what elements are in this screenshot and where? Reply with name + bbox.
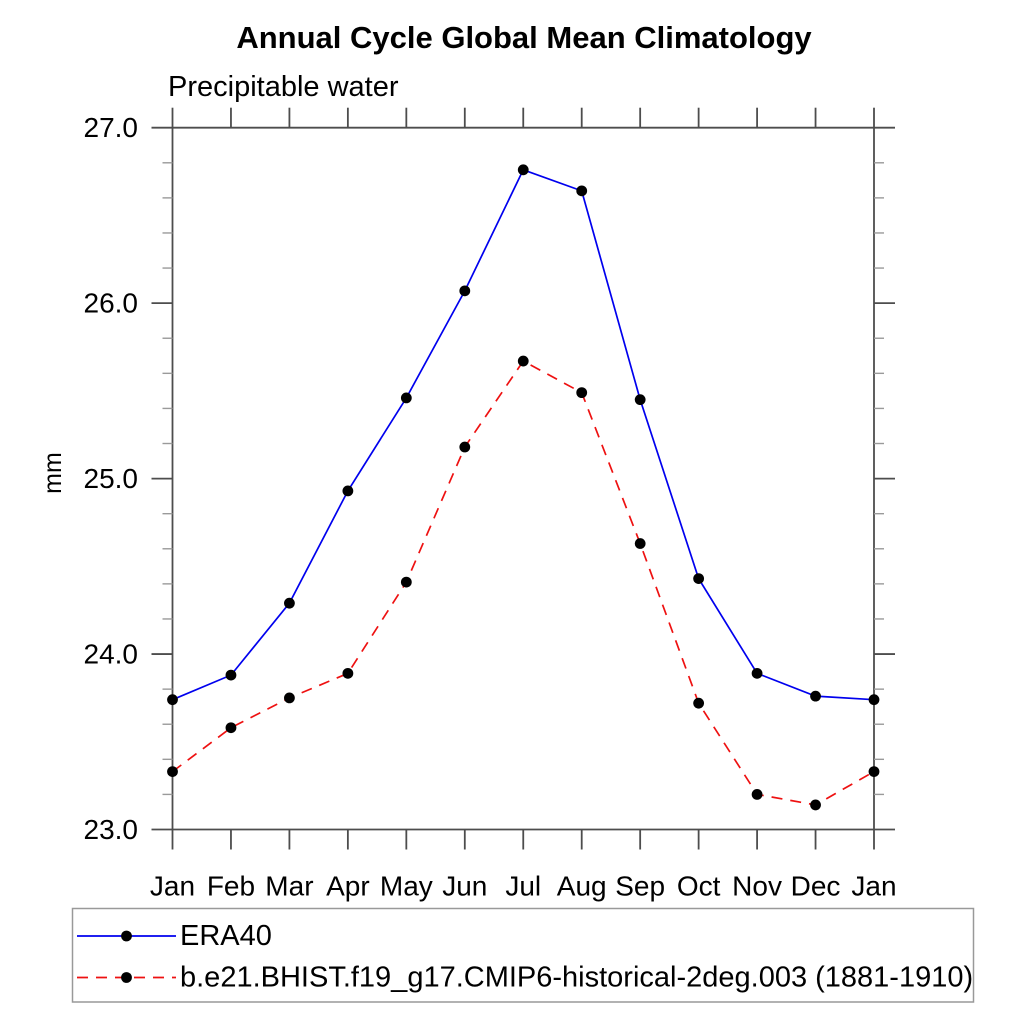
legend-box xyxy=(71,907,975,1003)
x-tick-label: Jun xyxy=(442,871,487,902)
legend-marker-icon xyxy=(121,930,132,942)
x-tick-label: Jan xyxy=(851,871,896,902)
x-tick-label: Aug xyxy=(557,871,607,902)
data-point-marker xyxy=(576,387,588,399)
data-point-marker xyxy=(693,573,705,585)
x-tick-label: Nov xyxy=(732,871,782,902)
x-tick-label: Jul xyxy=(505,871,541,902)
x-tick-label: Mar xyxy=(265,871,313,902)
y-axis-label: mm xyxy=(39,452,67,494)
x-tick-label: Feb xyxy=(207,871,255,902)
data-point-marker xyxy=(868,766,880,778)
y-tick-label: 27.0 xyxy=(84,112,139,143)
data-point-marker xyxy=(167,694,178,706)
x-tick-label: May xyxy=(380,871,433,902)
data-point-marker xyxy=(342,485,354,497)
data-point-marker xyxy=(517,355,529,367)
series-line-1 xyxy=(171,359,875,806)
y-tick-label: 25.0 xyxy=(84,463,139,494)
data-point-marker xyxy=(225,722,237,734)
data-point-marker xyxy=(400,392,412,404)
x-tick-label: Jan xyxy=(150,871,195,902)
data-point-marker xyxy=(342,667,354,679)
data-point-marker xyxy=(751,667,763,679)
y-tick-label: 24.0 xyxy=(84,639,139,670)
x-tick-label: Dec xyxy=(791,871,841,902)
data-point-marker xyxy=(751,789,763,800)
legend-label: ERA40 xyxy=(180,920,272,952)
data-point-marker xyxy=(167,766,178,778)
chart-title: Annual Cycle Global Mean Climatology xyxy=(236,20,812,55)
y-tick-label: 23.0 xyxy=(84,814,139,845)
data-point-marker xyxy=(576,185,588,197)
x-tick-label: Sep xyxy=(615,871,665,902)
data-point-marker xyxy=(225,669,237,681)
series-line-0 xyxy=(172,168,875,701)
data-point-marker xyxy=(459,285,471,297)
data-point-marker xyxy=(810,690,821,702)
data-point-marker xyxy=(810,799,821,811)
data-point-marker xyxy=(284,597,295,609)
data-point-marker xyxy=(459,441,471,453)
data-point-marker xyxy=(634,394,646,406)
x-tick-label: Oct xyxy=(677,871,721,902)
data-point-marker xyxy=(693,697,705,709)
data-point-marker xyxy=(868,694,880,706)
data-point-marker xyxy=(517,164,529,176)
data-point-marker xyxy=(400,576,412,588)
legend-marker-icon xyxy=(121,972,132,983)
data-point-marker xyxy=(284,692,295,704)
data-point-marker xyxy=(634,538,646,549)
chart-subtitle: Precipitable water xyxy=(168,71,399,103)
x-tick-label: Apr xyxy=(326,871,370,902)
y-tick-label: 26.0 xyxy=(84,288,139,319)
legend-label: b.e21.BHIST.f19_g17.CMIP6-historical-2de… xyxy=(180,962,973,994)
